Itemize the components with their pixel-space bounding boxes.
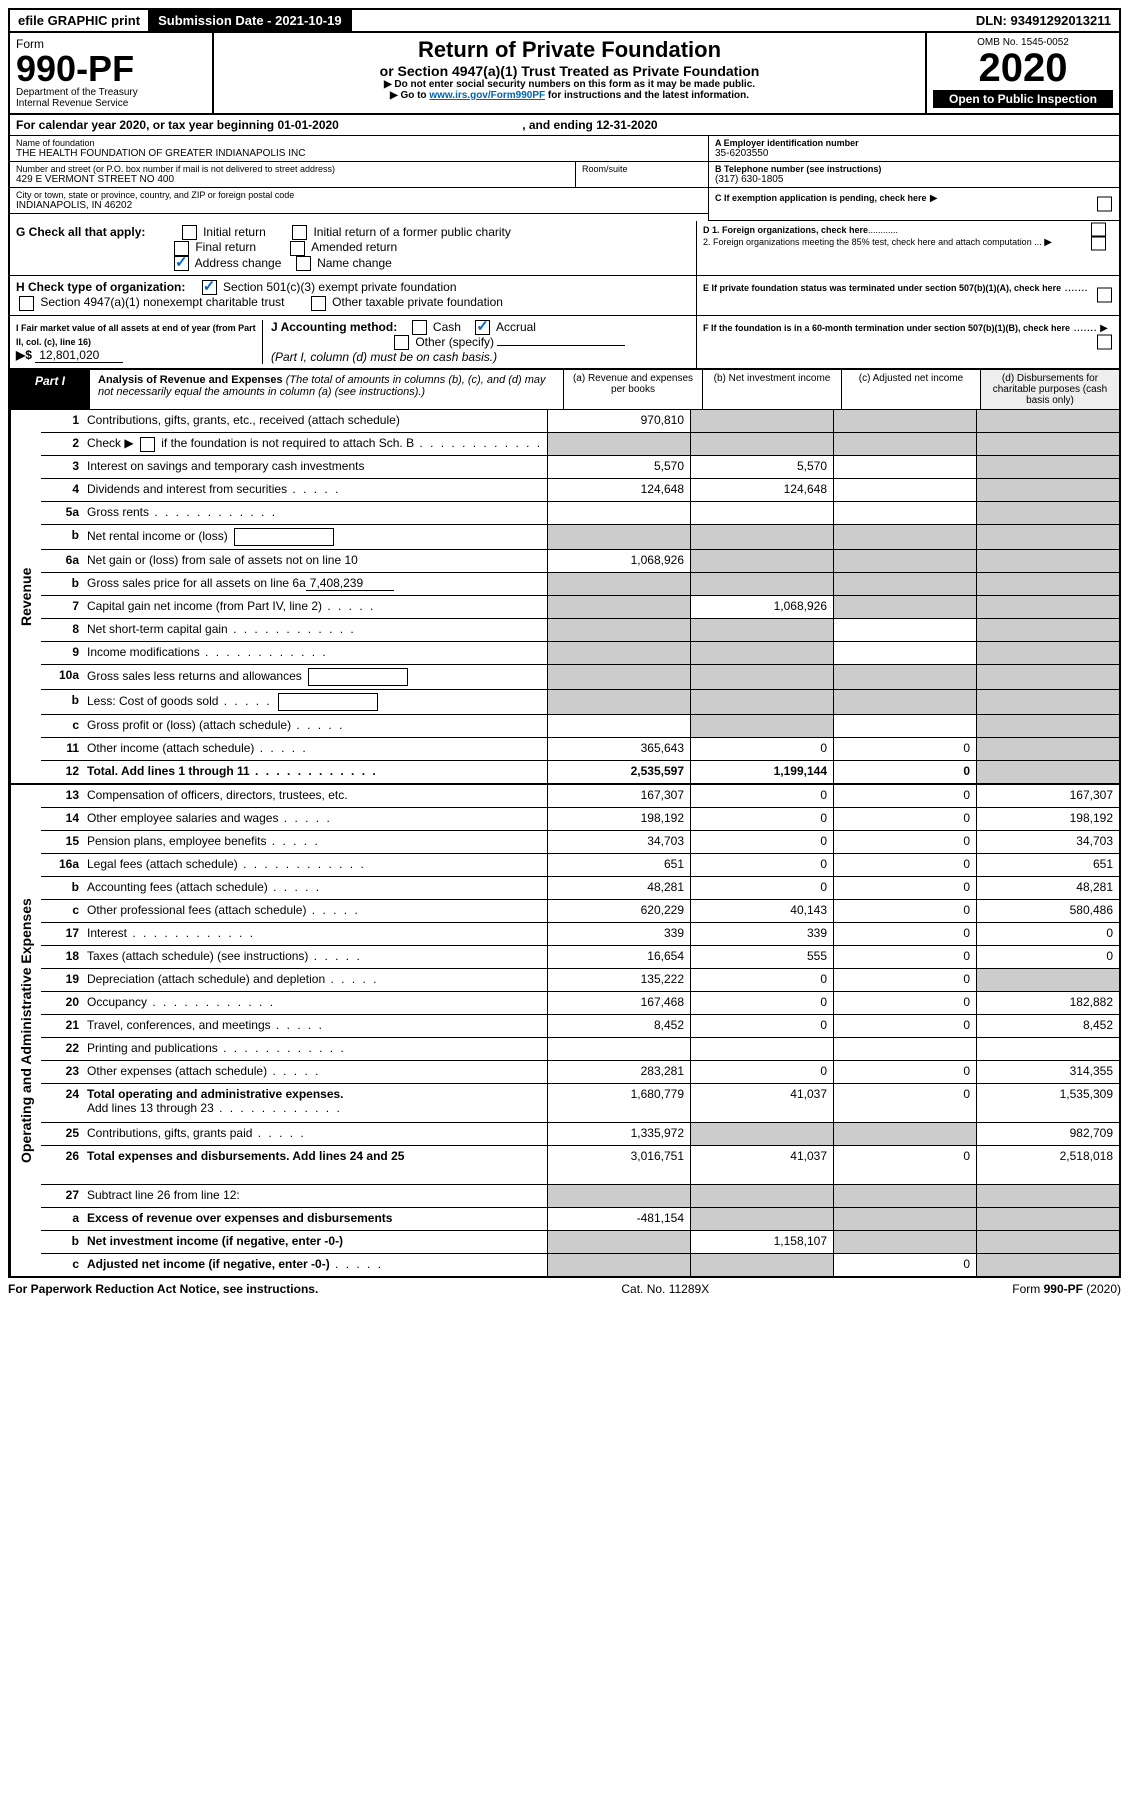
part1-title: Analysis of Revenue and Expenses: [98, 374, 283, 386]
d2-checkbox[interactable]: [1091, 235, 1106, 250]
name-label: Name of foundation: [16, 138, 702, 148]
col-d-hdr: (d) Disbursements for charitable purpose…: [980, 370, 1119, 409]
g-label: G Check all that apply:: [16, 225, 145, 239]
part1-tab: Part I: [10, 370, 90, 409]
h-other-cb[interactable]: [311, 296, 326, 311]
i-label: I Fair market value of all assets at end…: [16, 323, 256, 347]
col-a-hdr: (a) Revenue and expenses per books: [563, 370, 702, 409]
f-checkbox[interactable]: [1097, 334, 1112, 349]
arrow-icon: [930, 190, 940, 204]
j-cash-cb[interactable]: [412, 320, 427, 335]
footer: For Paperwork Reduction Act Notice, see …: [8, 1278, 1121, 1296]
expenses-section: Operating and Administrative Expenses 13…: [8, 785, 1121, 1278]
h-block: H Check type of organization: Section 50…: [8, 276, 1121, 316]
footer-left: For Paperwork Reduction Act Notice, see …: [8, 1282, 318, 1296]
calendar-line: For calendar year 2020, or tax year begi…: [8, 115, 1121, 136]
ein-label: A Employer identification number: [715, 138, 1113, 148]
g-initial-cb[interactable]: [182, 225, 197, 240]
h-4947-cb[interactable]: [19, 296, 34, 311]
revenue-side-label: Revenue: [10, 410, 41, 783]
g-addr-change-cb[interactable]: [174, 256, 189, 271]
col-c-hdr: (c) Adjusted net income: [841, 370, 980, 409]
footer-right: Form 990-PF (2020): [1012, 1282, 1121, 1296]
c-checkbox[interactable]: [1097, 197, 1112, 212]
schb-cb[interactable]: [140, 437, 155, 452]
street-address: 429 E VERMONT STREET NO 400: [16, 174, 569, 185]
irs: Internal Revenue Service: [16, 98, 206, 109]
room-label: Room/suite: [582, 164, 702, 174]
f-label: F If the foundation is in a 60-month ter…: [703, 323, 1070, 333]
h-501-cb[interactable]: [202, 280, 217, 295]
addr-label: Number and street (or P.O. box number if…: [16, 164, 569, 174]
e-checkbox[interactable]: [1097, 288, 1112, 303]
form-link[interactable]: www.irs.gov/Form990PF: [429, 90, 545, 101]
submission-date: Submission Date - 2021-10-19: [150, 10, 352, 31]
h-label: H Check type of organization:: [16, 280, 185, 294]
expenses-side-label: Operating and Administrative Expenses: [10, 785, 41, 1276]
c-label: C If exemption application is pending, c…: [715, 193, 927, 203]
tax-year: 2020: [933, 48, 1113, 88]
g-name-change-cb[interactable]: [296, 256, 311, 271]
efile-label: efile GRAPHIC print: [10, 10, 150, 31]
part1-header: Part I Analysis of Revenue and Expenses …: [8, 369, 1121, 410]
form-title: Return of Private Foundation: [220, 37, 919, 63]
city-label: City or town, state or province, country…: [16, 190, 702, 200]
form-number: 990-PF: [16, 51, 206, 87]
g-block: G Check all that apply: Initial return I…: [8, 221, 1121, 276]
col-b-hdr: (b) Net investment income: [702, 370, 841, 409]
dept-treasury: Department of the Treasury: [16, 87, 206, 98]
e-label: E If private foundation status was termi…: [703, 283, 1061, 293]
foundation-name: THE HEALTH FOUNDATION OF GREATER INDIANA…: [16, 148, 702, 159]
j-label: J Accounting method:: [271, 320, 397, 334]
form-header: Form 990-PF Department of the Treasury I…: [8, 33, 1121, 115]
form-subtitle: or Section 4947(a)(1) Trust Treated as P…: [220, 63, 919, 79]
footer-mid: Cat. No. 11289X: [621, 1282, 709, 1296]
d1-label: D 1. Foreign organizations, check here: [703, 225, 868, 235]
identity-block: Name of foundation THE HEALTH FOUNDATION…: [8, 136, 1121, 221]
revenue-section: Revenue 1Contributions, gifts, grants, e…: [8, 410, 1121, 785]
phone: (317) 630-1805: [715, 174, 1113, 185]
open-public: Open to Public Inspection: [933, 90, 1113, 108]
dln: DLN: 93491292013211: [968, 10, 1119, 31]
d2-label: 2. Foreign organizations meeting the 85%…: [703, 237, 1032, 247]
j-accrual-cb[interactable]: [475, 320, 490, 335]
j-note: (Part I, column (d) must be on cash basi…: [271, 350, 497, 364]
ssn-warning: ▶ Do not enter social security numbers o…: [220, 79, 919, 90]
fmv-value: 12,801,020: [35, 348, 123, 363]
ein: 35-6203550: [715, 148, 1113, 159]
g-amended-cb[interactable]: [290, 241, 305, 256]
link-line: ▶ Go to www.irs.gov/Form990PF for instru…: [220, 90, 919, 101]
city-state-zip: INDIANAPOLIS, IN 46202: [16, 200, 702, 211]
g-initial-former-cb[interactable]: [292, 225, 307, 240]
j-other-cb[interactable]: [394, 335, 409, 350]
phone-label: B Telephone number (see instructions): [715, 164, 1113, 174]
topbar: efile GRAPHIC print Submission Date - 20…: [8, 8, 1121, 33]
ij-block: I Fair market value of all assets at end…: [8, 316, 1121, 370]
